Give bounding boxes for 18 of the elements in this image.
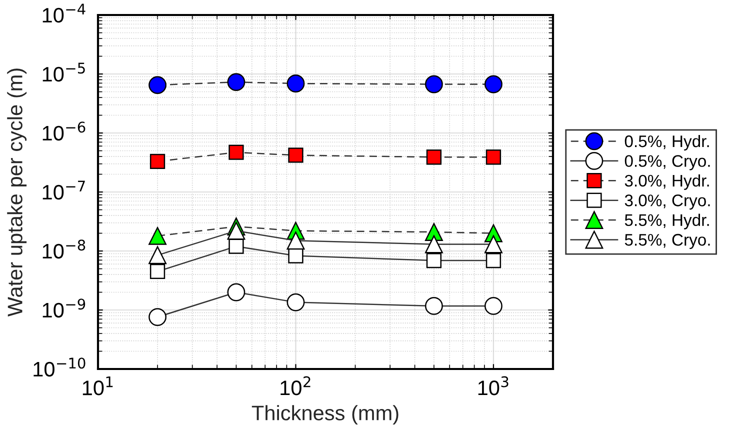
legend-label: 5.5%, Cryo. (624, 234, 710, 250)
y-tick-label: 10$^{−4}$ (42, 4, 86, 23)
legend-label: 0.5%, Hydr. (624, 134, 709, 151)
y-tick-label: 10$^{−6}$ (42, 122, 86, 141)
x-axis-title: Thickness (mm) (252, 405, 398, 424)
x-tick-label: 10$^{1}$ (82, 376, 113, 396)
y-tick-label: 10$^{−9}$ (42, 298, 86, 318)
legend-label: 0.5%, Cryo. (624, 155, 710, 170)
x-tick-label: 10$^{2}$ (280, 376, 310, 396)
legend-label: 5.5%, Hydr. (624, 214, 709, 230)
y-tick-label: 10$^{−7}$ (42, 180, 85, 200)
legend-label: 3.0%, Cryo. (624, 194, 710, 210)
legend-label: 3.0%, Hydr. (624, 174, 709, 190)
y-tick-label: 10$^{−5}$ (42, 62, 85, 82)
x-tick-label: 10$^{3}$ (478, 376, 508, 396)
y-tick-label: 10$^{−8}$ (42, 240, 86, 259)
y-axis-title: Water uptake per cycle (m) (7, 68, 27, 317)
y-tick-label: 10$^{−10}$ (34, 358, 86, 377)
